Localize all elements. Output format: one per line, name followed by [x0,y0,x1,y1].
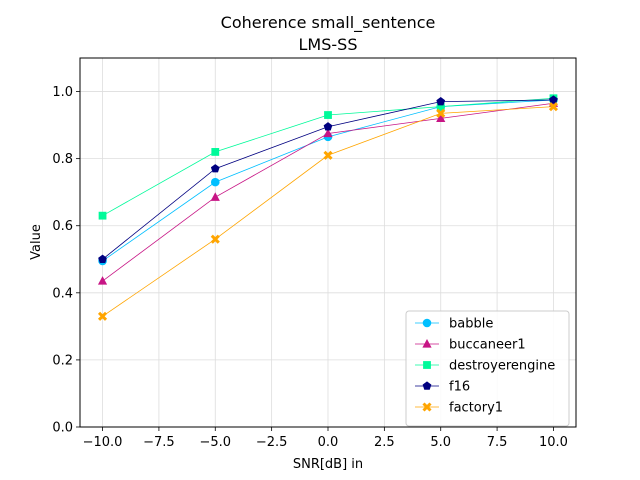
marker-stroke [436,108,446,118]
x-axis-label: SNR[dB] in [293,457,363,472]
data-point-buccaneer1 [210,192,220,201]
chart-title: Coherence small_sentence [221,13,436,33]
x-tick-label: −5.0 [199,435,231,450]
legend-label: f16 [449,380,470,395]
data-point-factory1 [97,311,108,321]
data-point-babble [210,177,220,187]
data-point-f16 [210,164,220,173]
x-tick-label: −2.5 [256,435,288,450]
legend-swatch-marker [423,361,431,369]
data-point-buccaneer1 [323,128,333,138]
marker-stroke [210,234,220,244]
series-f16 [98,95,558,263]
x-tick-label: 7.5 [487,435,508,450]
marker-stroke [422,402,432,412]
legend: babble buccaneer1 destroyerengine f16 factor… [405,310,570,427]
axis-ticks: −10.0 −7.5 −5.0 −2.5 0.0 2.5 5.0 7.5 10.0 0.0 0.2 0… [52,85,568,450]
y-tick-label: 0.4 [52,286,73,301]
data-point-destroyerengine [98,211,107,220]
legend-item-babble: babble [415,317,493,332]
x-tick-label: −10.0 [83,435,123,450]
data-point-f16 [323,122,333,131]
legend-label: babble [449,317,493,332]
legend-swatch-marker [422,381,432,390]
legend-item-f16: f16 [415,380,470,395]
data-point-f16 [436,97,446,106]
legend-box [405,310,570,427]
x-tick-label: 5.0 [430,435,451,450]
data-point-destroyerengine [324,111,332,119]
y-tick-label: 1.0 [52,85,73,100]
y-tick-label: 0.8 [52,152,73,167]
data-point-destroyerengine [211,148,220,156]
legend-label: factory1 [449,401,503,416]
series-layer [97,94,559,321]
data-point-destroyerengine [436,102,445,111]
x-tick-label: −7.5 [143,435,175,450]
data-point-f16 [549,95,558,104]
data-point-factory1 [548,102,559,112]
marker-stroke [323,150,333,160]
legend-item-destroyerengine: destroyerengine [415,359,555,374]
marker-stroke [97,311,108,321]
data-point-factory1 [436,108,446,118]
x-tick-label: 2.5 [374,435,395,450]
x-tick-label: 0.0 [318,435,339,450]
x-tick-label: 10.0 [539,435,568,450]
series-factory1 [97,102,559,321]
data-point-buccaneer1 [436,113,446,122]
y-tick-label: 0.2 [52,353,73,368]
chart-subtitle: LMS-SS [299,35,358,54]
legend-swatch-marker [422,402,432,412]
legend-swatch-marker [422,318,432,328]
data-point-factory1 [210,234,220,244]
legend-label: buccaneer1 [449,338,526,353]
y-tick-label: 0.0 [52,421,73,436]
y-tick-label: 0.6 [52,219,73,234]
data-point-f16 [98,254,107,263]
marker-stroke [548,102,559,112]
legend-label: destroyerengine [449,359,555,374]
y-axis-label: Value [29,224,44,260]
data-point-buccaneer1 [97,276,108,285]
legend-item-buccaneer1: buccaneer1 [415,338,526,353]
legend-item-factory1: factory1 [415,401,503,416]
data-point-factory1 [323,150,333,160]
legend-swatch-marker [422,339,432,348]
